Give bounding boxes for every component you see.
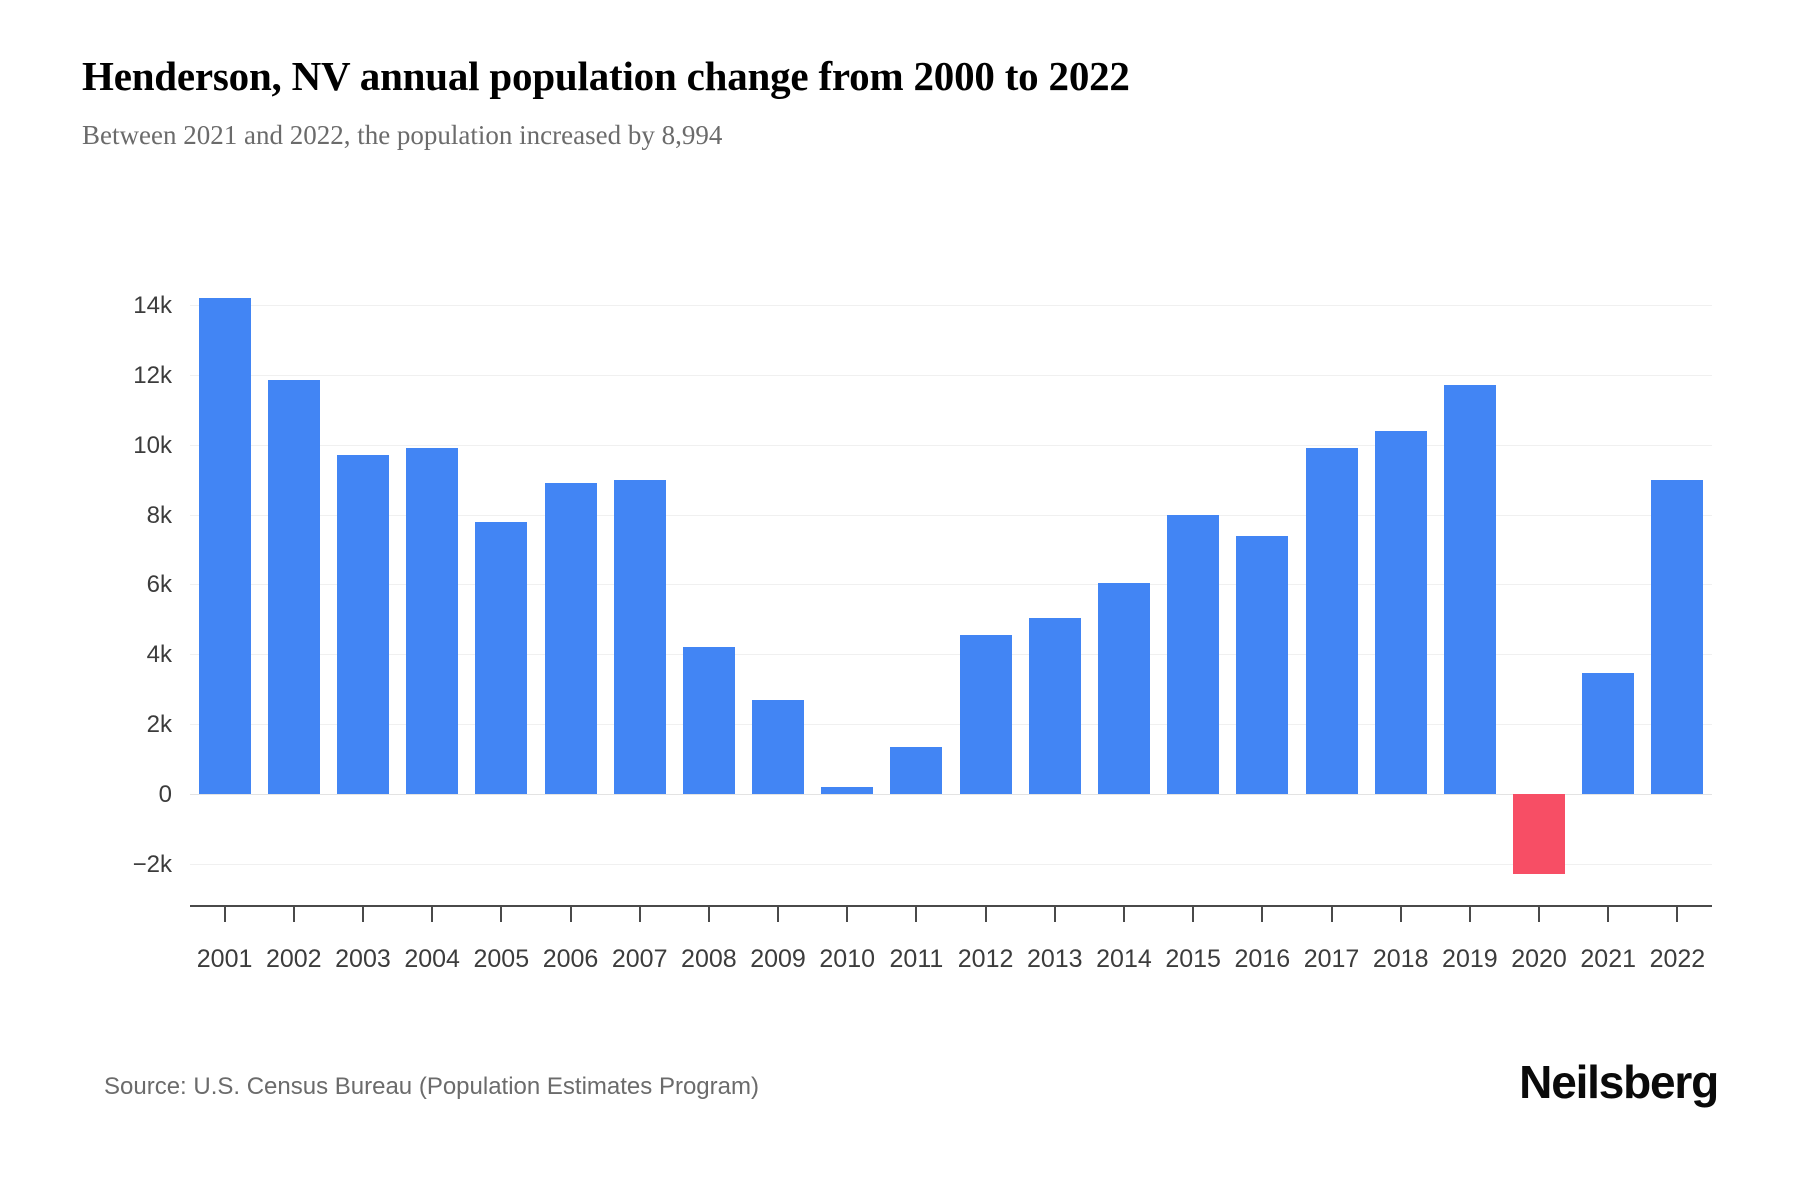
x-axis-tick-label-2022: 2022 [1649, 945, 1706, 973]
x-axis-tick-label-2007: 2007 [611, 945, 668, 973]
bar-2001[interactable] [198, 298, 251, 794]
x-axis-tick-label-2010: 2010 [819, 945, 876, 973]
x-axis-tick-label-2012: 2012 [957, 945, 1014, 973]
bar-2011[interactable] [890, 746, 943, 794]
bar-2003[interactable] [336, 455, 389, 794]
plot-area: −2k 0 2k 4k 6k 8k 10k 12k 14k [133, 250, 1712, 910]
bar-series [190, 250, 1712, 910]
x-axis-tick-label-2008: 2008 [681, 945, 737, 973]
x-axis-tick [777, 906, 780, 922]
zero-baseline [190, 794, 1712, 795]
y-axis-tick-label: −2k [132, 850, 172, 878]
x-axis-tick [1192, 906, 1195, 922]
x-axis-tick [707, 906, 710, 922]
x-axis-tick-label-2021: 2021 [1580, 945, 1637, 973]
x-axis-tick [984, 906, 987, 922]
x-axis-tick [1676, 906, 1679, 922]
y-axis-tick-label: 2k [146, 711, 172, 739]
x-axis-tick-label-2018: 2018 [1372, 945, 1429, 973]
x-axis-tick [638, 906, 641, 922]
gridline [190, 514, 1712, 516]
bar-2016[interactable] [1236, 535, 1289, 794]
x-axis-tick [1261, 906, 1264, 922]
x-axis-tick [846, 906, 849, 922]
y-axis-tick-label: 12k [133, 361, 172, 389]
x-axis-tick-label-2020: 2020 [1511, 945, 1567, 973]
x-axis-tick [292, 906, 295, 922]
bar-2022[interactable] [1651, 479, 1704, 794]
bar-2012[interactable] [959, 635, 1012, 794]
y-axis-tick-label: 6k [146, 571, 172, 599]
gridline [190, 444, 1712, 446]
x-axis-tick-label-2003: 2003 [335, 945, 391, 973]
x-axis-tick [1607, 906, 1610, 922]
bar-2009[interactable] [752, 699, 805, 794]
x-axis-tick [1330, 906, 1333, 922]
page-title: Henderson, NV annual population change f… [82, 53, 1130, 99]
gridline [190, 724, 1712, 726]
x-axis-tick-label-2004: 2004 [404, 945, 460, 973]
bar-2004[interactable] [406, 448, 459, 794]
bar-2005[interactable] [475, 521, 528, 794]
x-axis-tick-label-2001: 2001 [196, 945, 253, 973]
x-axis-tick-label-2014: 2014 [1096, 945, 1152, 973]
bar-2006[interactable] [544, 483, 597, 794]
page-subtitle: Between 2021 and 2022, the population in… [82, 120, 723, 150]
x-axis-tick-label-2006: 2006 [542, 945, 599, 973]
x-axis-tick-label-2013: 2013 [1026, 945, 1083, 973]
x-axis-tick [1399, 906, 1402, 922]
x-axis-tick-label-2002: 2002 [265, 945, 322, 973]
x-axis-tick [223, 906, 226, 922]
x-axis-tick [1468, 906, 1471, 922]
x-axis-tick [569, 906, 572, 922]
gridline [190, 374, 1712, 376]
bar-2014[interactable] [1097, 582, 1150, 794]
x-axis-tick-label-2009: 2009 [750, 945, 806, 973]
bar-2019[interactable] [1443, 385, 1496, 794]
x-axis-tick-label-2017: 2017 [1303, 945, 1360, 973]
brand-logo: Neilsberg [1519, 1056, 1719, 1108]
x-axis-tick-label-2019: 2019 [1442, 945, 1498, 973]
y-axis-tick-label: 10k [133, 431, 172, 459]
gridline [190, 654, 1712, 656]
bar-2020[interactable] [1513, 794, 1566, 875]
x-axis-tick [500, 906, 503, 922]
x-axis-tick [431, 906, 434, 922]
y-axis-tick-label: 8k [146, 501, 172, 529]
bar-2008[interactable] [682, 647, 735, 794]
x-axis-tick-label-2015: 2015 [1165, 945, 1221, 973]
bar-2010[interactable] [821, 787, 874, 794]
y-axis-tick-label: 0 [158, 781, 172, 808]
bar-2017[interactable] [1305, 448, 1358, 794]
x-axis-tick-label-2011: 2011 [889, 945, 944, 973]
gridline [190, 305, 1712, 306]
x-axis-tick-label-2005: 2005 [473, 945, 530, 973]
x-axis-line [190, 905, 1712, 907]
bar-2013[interactable] [1028, 617, 1081, 794]
x-axis-tick-label-2016: 2016 [1234, 945, 1291, 973]
x-axis-tick [1053, 906, 1056, 922]
y-axis-tick-label: 4k [146, 641, 172, 669]
bar-2002[interactable] [267, 380, 320, 794]
bar-2015[interactable] [1167, 514, 1220, 794]
bar-2018[interactable] [1374, 430, 1427, 794]
bar-2007[interactable] [613, 479, 666, 794]
x-axis-tick [1538, 906, 1541, 922]
gridline [190, 863, 1712, 865]
gridline [190, 584, 1712, 586]
x-axis-tick [1122, 906, 1125, 922]
x-axis-tick [915, 906, 918, 922]
y-axis-tick-label: 14k [133, 292, 172, 319]
x-axis-tick [361, 906, 364, 922]
bar-2021[interactable] [1582, 673, 1635, 794]
source-note: Source: U.S. Census Bureau (Population E… [104, 1073, 759, 1100]
